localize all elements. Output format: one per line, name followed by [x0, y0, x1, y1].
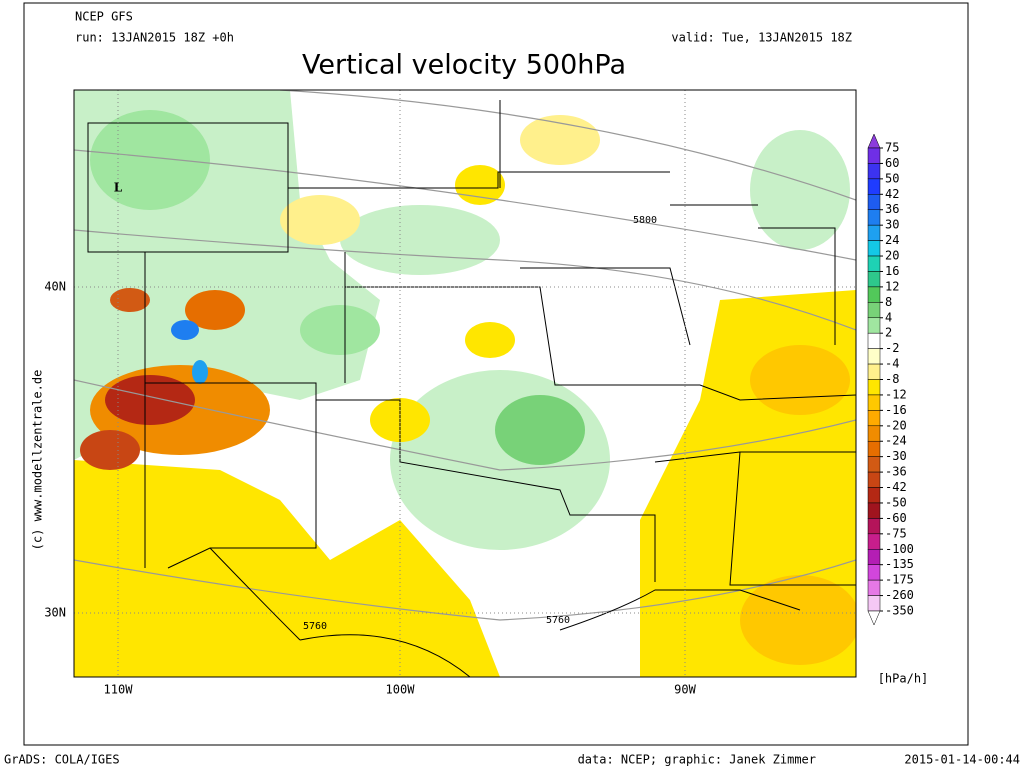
valid-label: valid: Tue, 13JAN2015 18Z	[671, 31, 852, 45]
colorbar-label: -42	[885, 480, 907, 494]
colorbar-box	[867, 425, 881, 442]
colorbar-label: 8	[885, 295, 892, 309]
colorbar-label: -8	[885, 372, 899, 386]
colorbar-box	[867, 240, 881, 257]
boundaries	[87, 100, 856, 677]
colorbar: 75605042363024201612842-2-4-8-12-16-20-2…	[867, 133, 914, 626]
colorbar-box	[867, 286, 881, 303]
colorbar-triangle	[867, 133, 881, 149]
colorbar-box	[867, 363, 881, 380]
colorbar-label: -50	[885, 495, 907, 509]
colorbar-box	[867, 379, 881, 396]
colorbar-label: 42	[885, 187, 899, 201]
colorbar-box	[867, 487, 881, 504]
colorbar-box	[867, 332, 881, 349]
colorbar-label: 20	[885, 249, 899, 263]
colorbar-label: 36	[885, 202, 899, 216]
footer-right: 2015-01-14-00:44	[904, 753, 1020, 767]
colorbar-box	[867, 518, 881, 535]
colorbar-label: 30	[885, 218, 899, 232]
colorbar-label: -2	[885, 341, 899, 355]
low-marker: L	[114, 181, 123, 195]
footer-center: data: NCEP; graphic: Janek Zimmer	[578, 753, 816, 767]
map: L 5800 5760 5760	[73, 89, 857, 678]
map-title: Vertical velocity 500hPa	[302, 50, 626, 81]
colorbar-box	[867, 271, 881, 288]
isohypses	[74, 90, 856, 621]
colorbar-label: 12	[885, 279, 899, 293]
colorbar-box	[867, 147, 881, 164]
colorbar-box	[867, 471, 881, 488]
colorbar-box	[867, 317, 881, 334]
footer-left: GrADS: COLA/IGES	[4, 753, 120, 767]
colorbar-box	[867, 255, 881, 272]
colorbar-box	[867, 456, 881, 473]
colorbar-box	[867, 533, 881, 550]
colorbar-label: 2	[885, 326, 892, 340]
contour-label: 5800	[633, 215, 657, 226]
colorbar-label: -350	[885, 604, 914, 618]
lat-label: 30N	[44, 606, 66, 620]
colorbar-box	[867, 579, 881, 596]
contour-label: 5760	[303, 621, 327, 632]
colorbar-label: -75	[885, 526, 907, 540]
colorbar-label: 75	[885, 141, 899, 155]
colorbar-box	[867, 178, 881, 195]
colorbar-label: -60	[885, 511, 907, 525]
lon-label: 100W	[386, 683, 416, 697]
colorbar-label: -260	[885, 588, 914, 602]
colorbar-label: -4	[885, 357, 899, 371]
field-shading	[74, 90, 856, 677]
map-border	[73, 89, 857, 678]
colorbar-unit: [hPa/h]	[878, 672, 929, 686]
colorbar-box	[867, 348, 881, 365]
colorbar-label: 60	[885, 156, 899, 170]
colorbar-label: -24	[885, 434, 907, 448]
colorbar-box	[867, 410, 881, 427]
colorbar-box	[867, 502, 881, 519]
colorbar-label: -135	[885, 557, 914, 571]
colorbar-label: 4	[885, 310, 892, 324]
lon-label: 90W	[674, 683, 696, 697]
run-label: run: 13JAN2015 18Z +0h	[75, 31, 234, 45]
colorbar-box	[867, 564, 881, 581]
colorbar-label: 16	[885, 264, 899, 278]
colorbar-label: -20	[885, 418, 907, 432]
frame	[23, 2, 969, 746]
contour-label: 5760	[546, 615, 570, 626]
colorbar-box	[867, 440, 881, 457]
colorbar-triangle	[867, 610, 881, 626]
colorbar-box	[867, 394, 881, 411]
colorbar-label: 50	[885, 171, 899, 185]
lat-label: 40N	[44, 280, 66, 294]
colorbar-box	[867, 194, 881, 210]
colorbar-label: -100	[885, 542, 914, 556]
model-label: NCEP GFS	[75, 10, 133, 24]
colorbar-label: -12	[885, 387, 907, 401]
colorbar-label: -30	[885, 449, 907, 463]
colorbar-label: -36	[885, 465, 907, 479]
colorbar-box	[867, 163, 881, 180]
colorbar-label: -175	[885, 573, 914, 587]
copyright: (c) www.modellzentrale.de	[31, 370, 45, 551]
colorbar-box	[867, 224, 881, 241]
lon-label: 110W	[104, 683, 134, 697]
colorbar-box	[867, 595, 881, 612]
colorbar-label: -16	[885, 403, 907, 417]
colorbar-box	[867, 549, 881, 565]
colorbar-label: 24	[885, 233, 899, 247]
colorbar-box	[867, 209, 881, 226]
colorbar-box	[867, 302, 881, 319]
